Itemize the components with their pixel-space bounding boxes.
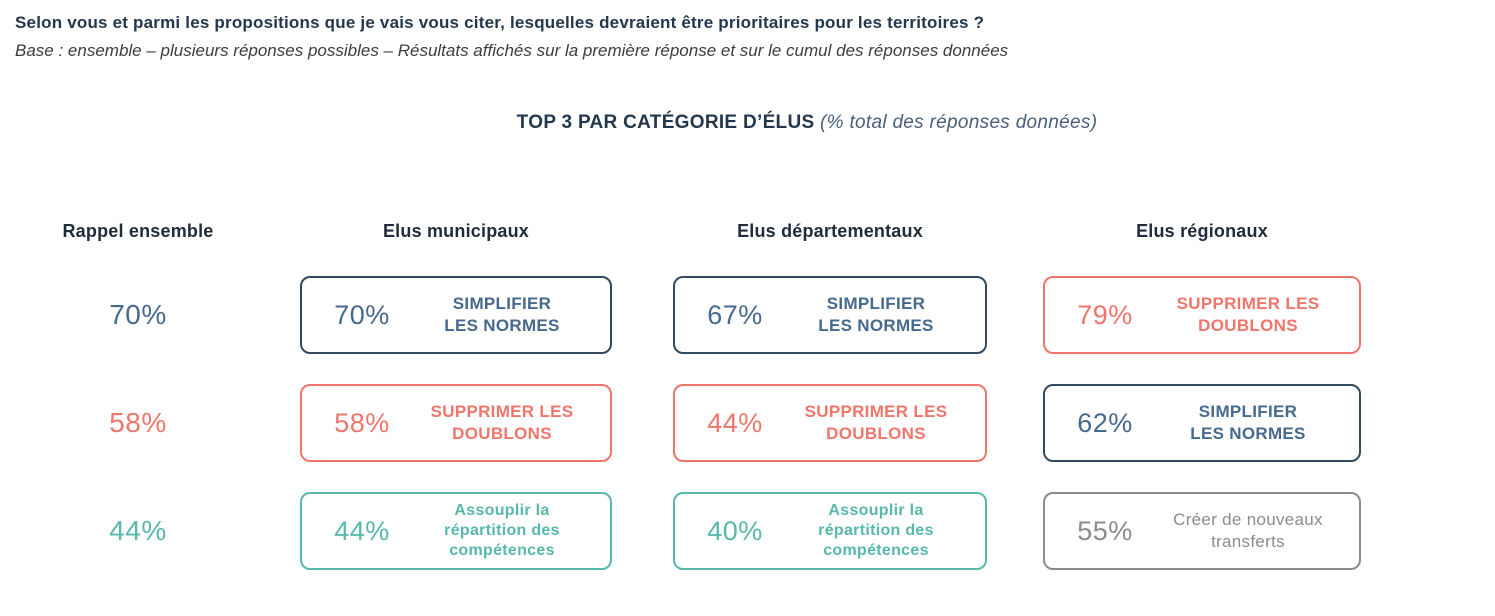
rappel-value: 58% [109,407,167,439]
column-header: Elus départementaux [737,221,923,242]
answer-card: 44% Assouplir la répartition des compéte… [300,492,612,571]
column-header: Elus régionaux [1136,221,1268,242]
answer-percentage: 70% [334,299,390,330]
column-elus-departementaux: Elus départementaux 67% SIMPLIFIER LES N… [673,220,987,600]
answer-label: Créer de nouveaux transferts [1173,509,1323,552]
answer-card: 62% SIMPLIFIER LES NORMES [1043,384,1361,463]
answer-label: SIMPLIFIER LES NORMES [1190,401,1306,444]
answer-label: SIMPLIFIER LES NORMES [444,293,560,336]
section-title-unit: (% total des réponses données) [820,112,1098,134]
column-elus-regionaux: Elus régionaux 79% SUPPRIMER LES DOUBLON… [1043,220,1361,600]
base-note: Base : ensemble – plusieurs réponses pos… [15,40,1009,60]
answer-percentage: 44% [334,515,390,546]
answer-card: 79% SUPPRIMER LES DOUBLONS [1043,276,1361,355]
answer-label: SUPPRIMER LES DOUBLONS [430,401,574,444]
answer-card: 58% SUPPRIMER LES DOUBLONS [300,384,612,463]
answer-label: SIMPLIFIER LES NORMES [818,293,934,336]
section-title: TOP 3 PAR CATÉGORIE D’ÉLUS (% total des … [67,112,1495,134]
answer-card: 67% SIMPLIFIER LES NORMES [673,276,987,355]
answer-percentage: 44% [707,407,763,438]
rappel-value: 44% [109,515,167,547]
answer-percentage: 67% [707,299,763,330]
header: Selon vous et parmi les propositions que… [15,12,1495,62]
answer-percentage: 58% [334,407,390,438]
answer-percentage: 79% [1077,299,1133,330]
column-elus-municipaux: Elus municipaux 70% SIMPLIFIER LES NORME… [300,220,612,600]
top3-columns: Rappel ensemble 70% 58% 44% Elus municip… [15,220,1495,600]
answer-percentage: 55% [1077,515,1133,546]
answer-label: SUPPRIMER LES DOUBLONS [804,401,948,444]
rappel-value: 70% [109,299,167,331]
answer-label: Assouplir la répartition des compétences [818,502,934,560]
answer-card: 40% Assouplir la répartition des compéte… [673,492,987,571]
answer-percentage: 62% [1077,407,1133,438]
column-rappel-ensemble: Rappel ensemble 70% 58% 44% [23,220,253,600]
answer-card: 44% SUPPRIMER LES DOUBLONS [673,384,987,463]
question-title: Selon vous et parmi les propositions que… [15,13,985,32]
column-header: Elus municipaux [382,221,530,242]
column-header: Rappel ensemble [62,221,214,242]
answer-percentage: 40% [707,515,763,546]
answer-label: Assouplir la répartition des compétences [444,502,560,560]
answer-label: SUPPRIMER LES DOUBLONS [1176,293,1320,336]
answer-card: 70% SIMPLIFIER LES NORMES [300,276,612,355]
answer-card: 55% Créer de nouveaux transferts [1043,492,1361,571]
section-title-main: TOP 3 PAR CATÉGORIE D’ÉLUS [516,112,815,134]
